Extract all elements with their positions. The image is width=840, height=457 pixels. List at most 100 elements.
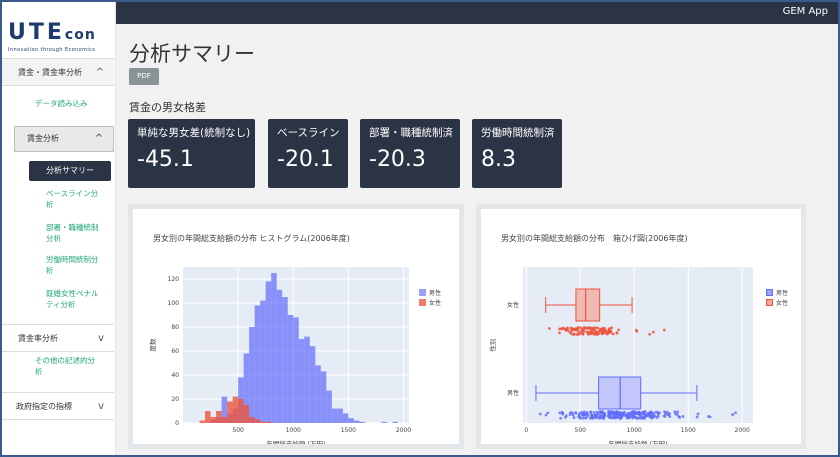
jitter-point <box>696 412 700 416</box>
nav-section-label: 賃金率分析 <box>18 334 58 343</box>
jitter-point <box>617 328 620 332</box>
jitter-point <box>571 413 575 417</box>
histogram-bar <box>309 346 316 423</box>
jitter-point <box>576 329 580 333</box>
nav-married-penalty[interactable]: 既婚女性ペナルティ分析 <box>46 289 99 309</box>
jitter-point <box>610 326 614 330</box>
nav-section-label: 賃金・賃金率分析 <box>18 68 82 77</box>
histogram-bar <box>282 297 288 423</box>
jitter-point <box>593 413 597 417</box>
jitter-point <box>656 411 660 415</box>
jitter-point <box>606 414 610 418</box>
histogram-bar <box>221 417 228 423</box>
jitter-point <box>731 413 735 416</box>
histogram-bar <box>298 339 305 423</box>
pdf-button[interactable]: PDF <box>129 68 159 85</box>
jitter-point <box>609 413 613 417</box>
jitter-point <box>612 412 615 416</box>
jitter-point <box>628 413 632 416</box>
nav-data-load[interactable]: データ読み込み <box>35 99 88 108</box>
nav-wage-analysis[interactable]: 賃金分析 ^ <box>14 126 114 152</box>
histogram-bar <box>243 353 250 423</box>
histogram-bar <box>205 411 211 423</box>
metric-value: -20.1 <box>277 147 334 172</box>
x-tick-label: 500 <box>232 427 244 434</box>
nav-hours-control[interactable]: 労働時間統制分析 <box>46 255 99 275</box>
histogram-bar <box>210 417 217 423</box>
histogram-bar <box>254 305 261 423</box>
histogram-bar <box>232 396 239 423</box>
y-axis-label: 性別 <box>488 339 497 352</box>
histogram-bar <box>331 408 338 423</box>
histogram-bar <box>287 315 294 423</box>
chevron-down-icon: v <box>98 333 104 344</box>
logo-brand-sub: con <box>64 27 96 43</box>
jitter-point <box>600 329 604 333</box>
jitter-point <box>591 416 595 420</box>
legend-swatch <box>419 299 426 306</box>
histogram-bar <box>271 273 277 423</box>
histogram-bar <box>260 300 266 423</box>
metric-label: ベースライン <box>277 127 340 139</box>
histogram-bar <box>199 420 206 423</box>
x-tick-label: 1000 <box>627 427 642 434</box>
nav-section-gov[interactable]: 政府指定の指標 v <box>2 392 114 420</box>
nav-section-wage-rate[interactable]: 賃金・賃金率分析 ^ <box>2 58 114 86</box>
jitter-point <box>656 414 660 418</box>
nav-other-descriptive[interactable]: その他の記述的分析 <box>35 356 95 376</box>
jitter-point <box>619 414 623 417</box>
histogram-bar <box>260 421 266 423</box>
x-axis-label: 年間総支給額 (万円) <box>608 439 667 444</box>
jitter-point <box>631 416 634 420</box>
page-title: 分析サマリー <box>129 42 255 66</box>
metric-value: -45.1 <box>137 147 194 172</box>
jitter-point <box>572 416 576 419</box>
jitter-point <box>609 416 612 420</box>
y-tick-label: 男性 <box>507 389 519 397</box>
metric-label: 単純な男女差(統制なし) <box>137 127 251 139</box>
nav-baseline[interactable]: ベースライン分析 <box>46 189 99 209</box>
histogram-chart[interactable]: 0 20 40 60 80 100 120 500 1000 1500 2000 年間総支給額 (万円… <box>133 209 459 444</box>
legend-item-female[interactable]: 女性 <box>766 298 788 307</box>
chevron-down-icon: v <box>98 401 104 412</box>
nav-analysis-summary[interactable]: 分析サマリー <box>29 161 111 181</box>
jitter-point <box>572 333 575 336</box>
jitter-point <box>649 411 652 415</box>
jitter-point <box>561 327 565 331</box>
legend-label: 男性 <box>776 290 789 297</box>
y-tick-label: 80 <box>171 324 179 331</box>
jitter-point <box>573 328 577 332</box>
histogram-bar <box>359 421 365 423</box>
jitter-point <box>622 410 626 414</box>
legend-label: 女性 <box>429 300 442 307</box>
histogram-bar <box>320 371 327 423</box>
legend-swatch <box>766 299 773 306</box>
jitter-point <box>673 410 677 414</box>
histogram-bar <box>249 417 255 423</box>
jitter-point <box>668 415 672 419</box>
legend-item-male[interactable]: 男性 <box>419 288 441 297</box>
metric-label: 部署・職種統制済 <box>369 127 453 139</box>
histogram-bar <box>216 411 222 423</box>
jitter-point <box>581 416 585 420</box>
boxplot-title: 男女別の年間総支給額の分布 箱ひげ図(2006年度) <box>501 234 688 243</box>
legend-item-female[interactable]: 女性 <box>419 298 441 307</box>
y-tick-label: 40 <box>171 372 179 379</box>
section-subtitle: 賃金の男女格差 <box>129 101 206 114</box>
x-tick-label: 0 <box>524 427 528 434</box>
histogram-bar <box>342 413 349 423</box>
legend-item-male[interactable]: 男性 <box>766 288 788 297</box>
nav-dept-control[interactable]: 部署・職種統制分析 <box>46 223 99 243</box>
jitter-point <box>591 326 595 330</box>
jitter-point <box>643 413 647 417</box>
jitter-point <box>678 416 682 419</box>
jitter-point <box>603 414 607 418</box>
y-axis-label: 度数 <box>148 338 157 352</box>
jitter-point <box>681 414 685 418</box>
nav-section-rate[interactable]: 賃金率分析 v <box>2 324 114 352</box>
y-tick-label: 女性 <box>507 301 519 309</box>
histogram-bar <box>265 421 272 423</box>
metric-label: 労働時間統制済 <box>481 127 555 139</box>
jitter-point <box>615 410 618 414</box>
